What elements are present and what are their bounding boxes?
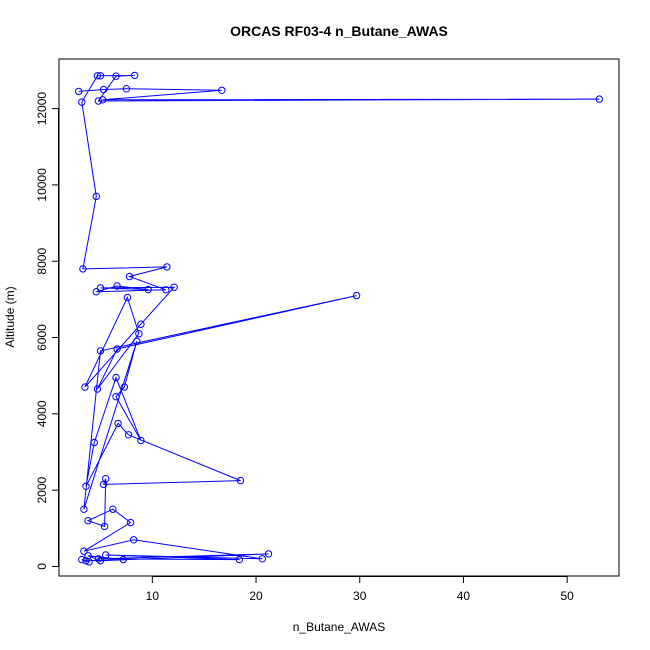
data-point <box>137 320 145 328</box>
data-point <box>78 98 86 106</box>
data-point <box>92 192 101 201</box>
series-layer <box>75 71 603 566</box>
y-tick-label: 4000 <box>35 400 49 427</box>
data-point <box>93 385 102 393</box>
data-point <box>113 345 121 353</box>
data-point <box>93 72 102 80</box>
data-point <box>85 558 93 566</box>
data-point <box>258 555 266 563</box>
data-point <box>90 438 99 447</box>
data-point <box>352 291 361 300</box>
data-point <box>122 85 131 93</box>
data-point <box>131 71 139 80</box>
data-point <box>102 475 110 483</box>
data-point <box>114 419 122 428</box>
data-point <box>109 505 117 513</box>
axes: 10 20 30 40 50 0 2000 4000 6000 8000 10000 12000 <box>35 92 574 603</box>
data-point <box>170 283 178 291</box>
data-point <box>126 518 135 527</box>
y-tick-label: 6000 <box>35 324 49 351</box>
x-tick-label: 40 <box>457 589 471 603</box>
x-tick-label: 10 <box>146 589 160 603</box>
data-point <box>80 505 88 513</box>
data-point <box>119 555 128 564</box>
data-point <box>94 555 103 563</box>
data-point <box>130 536 138 544</box>
data-point <box>112 393 120 401</box>
data-point <box>112 72 120 80</box>
data-point <box>163 263 171 271</box>
y-tick-label: 0 <box>35 563 49 570</box>
chart-title: ORCAS RF03-4 n_Butane_AWAS <box>230 23 448 39</box>
data-point <box>82 482 90 490</box>
data-point <box>135 330 143 338</box>
data-point <box>124 431 133 439</box>
data-point <box>113 282 121 290</box>
data-point <box>99 85 108 94</box>
data-point <box>81 383 89 391</box>
data-point <box>264 550 273 558</box>
data-point <box>123 293 132 302</box>
y-tick-label: 8000 <box>35 248 49 275</box>
data-point <box>137 436 145 445</box>
data-point <box>96 72 105 80</box>
data-point <box>133 337 141 345</box>
x-tick-label: 50 <box>560 589 574 603</box>
data-point <box>92 288 101 296</box>
x-tick-label: 20 <box>249 589 263 603</box>
data-point <box>79 265 87 273</box>
y-tick-label: 10000 <box>35 168 49 202</box>
data-point <box>94 97 103 105</box>
data-point <box>96 284 105 292</box>
data-point <box>100 522 109 531</box>
y-tick-label: 12000 <box>35 92 49 126</box>
data-point <box>84 517 92 525</box>
y-tick-label: 2000 <box>35 476 49 503</box>
x-axis-label: n_Butane_AWAS <box>293 620 386 634</box>
y-axis-label: Altitude (m) <box>3 286 17 347</box>
data-point <box>595 95 603 103</box>
data-point <box>75 87 83 96</box>
data-point <box>98 96 107 104</box>
data-point <box>162 286 170 294</box>
data-point <box>78 555 86 564</box>
data-point <box>102 551 110 559</box>
data-point <box>112 373 120 382</box>
data-point <box>144 285 152 294</box>
data-point <box>96 557 105 565</box>
data-point <box>125 272 134 281</box>
data-point <box>218 86 226 95</box>
data-point <box>80 547 88 555</box>
data-point <box>120 383 129 391</box>
x-tick-label: 30 <box>353 589 367 603</box>
data-point <box>96 347 105 355</box>
data-point <box>236 476 245 485</box>
data-point <box>235 555 244 564</box>
